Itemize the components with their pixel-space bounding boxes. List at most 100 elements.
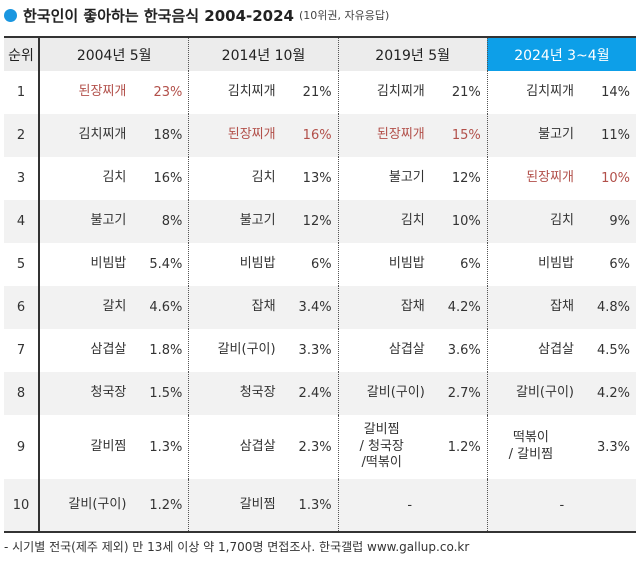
percentage: 9%: [588, 200, 636, 243]
percentage: 3.3%: [596, 439, 630, 455]
food-name: 비빔밥: [90, 256, 127, 272]
table-row: 10 갈비(구이) 1.2% 갈비찜 1.3% - -: [4, 479, 636, 532]
table-row: 7 삼겹살 1.8% 갈비(구이) 3.3% 삼겹살 3.6% 삼겹살 4.5%: [4, 329, 636, 372]
table-row: 5 비빔밥 5.4% 비빔밥 6% 비빔밥 6% 비빔밥 6%: [4, 243, 636, 286]
empty-cell: -: [487, 479, 636, 532]
food-name: 불고기: [487, 114, 588, 157]
title-main: 한국인이 좋아하는 한국음식 2004-2024: [23, 6, 294, 25]
percentage: 8%: [140, 200, 190, 243]
food-name: 비빔밥: [239, 256, 276, 272]
percentage: 2.4%: [289, 372, 339, 415]
percentage: 3.6%: [438, 329, 488, 372]
food-name: 불고기: [388, 170, 425, 186]
food-name: 삼겹살: [239, 438, 276, 454]
food-name: 삼겹살: [538, 342, 574, 358]
percentage: 21%: [438, 71, 488, 114]
food-name: 삼겹살: [388, 342, 425, 358]
food-name: 된장찌개: [338, 114, 439, 157]
rank-cell: 6: [4, 286, 40, 329]
percentage: 12%: [289, 200, 339, 243]
rank-cell: 5: [4, 243, 40, 286]
percentage: 4.6%: [140, 286, 190, 329]
percentage: 1.8%: [140, 329, 190, 372]
food-name: 갈비(구이): [217, 342, 276, 358]
table-row: 9 갈비찜 1.3% 삼겹살 2.3% 갈비찜 / 청국장 /떡볶이 1.2% 떡볶이 / 갈…: [4, 415, 636, 479]
bullet-dot-icon: [4, 8, 17, 22]
percentage: 18%: [140, 114, 190, 157]
food-name: 잡채: [487, 286, 588, 329]
header-2004: 2004년 5월: [39, 37, 190, 71]
food-name: 갈비(구이): [487, 372, 588, 415]
percentage: 16%: [289, 114, 339, 157]
food-name: 김치: [338, 200, 439, 243]
percentage: 1.3%: [140, 415, 190, 479]
percentage: 11%: [588, 114, 636, 157]
percentage: 4.2%: [588, 372, 636, 415]
food-name: 된장찌개: [78, 84, 127, 100]
rank-cell: 2: [4, 114, 40, 157]
header-rank: 순위: [4, 37, 40, 71]
header-2014: 2014년 10월: [188, 37, 339, 71]
food-ranking-table: 순위 2004년 5월 2014년 10월 2019년 5월 2024년 3~4…: [4, 36, 636, 533]
percentage: 2.3%: [289, 415, 339, 479]
percentage: 6%: [438, 243, 488, 286]
food-name: 김치찌개: [526, 84, 574, 100]
percentage: 16%: [140, 157, 190, 200]
food-name: 잡채: [188, 286, 290, 329]
table-row: 1 된장찌개 23% 김치찌개 21% 김치찌개 21% 김치찌개 14%: [4, 71, 636, 114]
rank-cell: 1: [4, 71, 40, 114]
percentage: 10%: [438, 200, 488, 243]
food-name: 김치: [102, 170, 127, 186]
percentage: 12%: [438, 157, 488, 200]
food-name: 불고기: [188, 200, 290, 243]
food-name: 떡볶이 / 갈비찜: [508, 430, 554, 462]
percentage: 4.5%: [596, 343, 630, 358]
percentage: 3.3%: [289, 329, 339, 372]
percentage: 3.4%: [289, 286, 339, 329]
food-name: 갈비(구이): [338, 372, 439, 415]
percentage: 23%: [140, 71, 190, 114]
food-name: 불고기: [39, 200, 141, 243]
rank-cell: 10: [4, 479, 40, 532]
percentage: 10%: [601, 171, 630, 186]
chart-title: 한국인이 좋아하는 한국음식 2004-2024 (10위권, 자유응답): [4, 4, 389, 26]
food-name: 된장찌개: [526, 170, 574, 186]
table-row: 4 불고기 8% 불고기 12% 김치 10% 김치 9%: [4, 200, 636, 243]
food-name: 갈비찜 / 청국장 /떡볶이: [359, 421, 404, 471]
rank-cell: 7: [4, 329, 40, 372]
percentage: 1.3%: [289, 479, 339, 532]
percentage: 6%: [609, 257, 630, 272]
table-row: 3 김치 16% 김치 13% 불고기 12% 된장찌개 10%: [4, 157, 636, 200]
food-name: 김치찌개: [227, 84, 276, 100]
food-name: 김치: [487, 200, 588, 243]
food-name: 김치찌개: [376, 84, 425, 100]
percentage: 15%: [438, 114, 488, 157]
percentage: 6%: [289, 243, 339, 286]
percentage: 2.7%: [438, 372, 488, 415]
table-row: 6 갈치 4.6% 잡채 3.4% 잡채 4.2% 잡채 4.8%: [4, 286, 636, 329]
percentage: 21%: [289, 71, 339, 114]
percentage: 4.8%: [588, 286, 636, 329]
percentage: 1.5%: [140, 372, 190, 415]
percentage: 14%: [601, 85, 630, 100]
percentage: 13%: [289, 157, 339, 200]
percentage: 1.2%: [140, 479, 190, 532]
rank-cell: 8: [4, 372, 40, 415]
food-name: 비빔밥: [388, 256, 425, 272]
table-row: 8 청국장 1.5% 청국장 2.4% 갈비(구이) 2.7% 갈비(구이) 4.2%: [4, 372, 636, 415]
table-header-row: 순위 2004년 5월 2014년 10월 2019년 5월 2024년 3~4…: [4, 37, 636, 71]
food-name: 김치찌개: [39, 114, 141, 157]
percentage: 5.4%: [140, 243, 190, 286]
food-name: 삼겹살: [90, 342, 127, 358]
food-name: 갈비찜: [188, 479, 290, 532]
food-name: 비빔밥: [538, 256, 574, 272]
rank-cell: 3: [4, 157, 40, 200]
rank-cell: 9: [4, 415, 40, 479]
percentage: 1.2%: [438, 415, 488, 479]
food-name: 갈비(구이): [39, 479, 141, 532]
percentage: 4.2%: [438, 286, 488, 329]
header-2024: 2024년 3~4월: [487, 37, 636, 71]
food-name: 청국장: [39, 372, 141, 415]
food-name: 갈치: [39, 286, 141, 329]
rank-cell: 4: [4, 200, 40, 243]
